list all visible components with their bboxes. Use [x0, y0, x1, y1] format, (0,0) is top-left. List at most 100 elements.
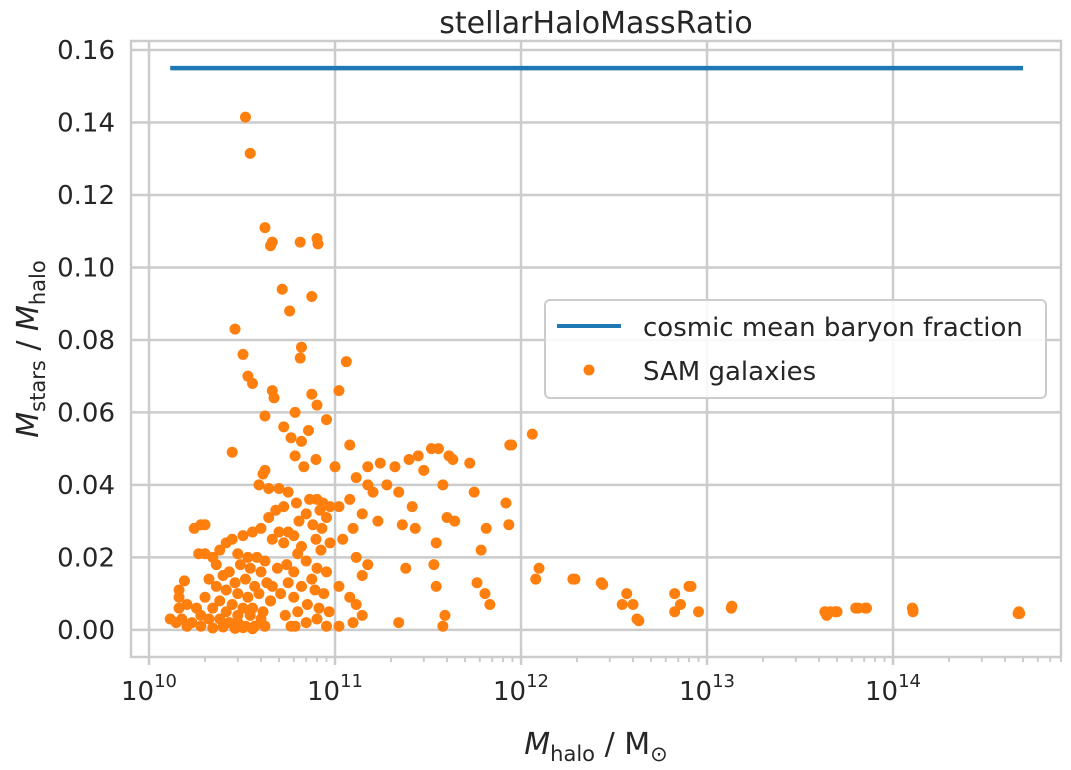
- galaxy-point: [181, 620, 193, 632]
- galaxy-point: [203, 573, 215, 585]
- galaxy-point: [306, 388, 318, 400]
- galaxy-point: [273, 526, 285, 538]
- galaxy-point: [271, 562, 283, 574]
- galaxy-point: [278, 421, 290, 433]
- galaxy-point: [270, 504, 282, 516]
- galaxy-point: [406, 501, 418, 513]
- x-tick-label: 1010: [121, 671, 177, 707]
- galaxy-point: [164, 613, 176, 625]
- galaxy-point: [685, 580, 697, 592]
- galaxy-point: [344, 439, 356, 451]
- galaxy-point: [278, 537, 290, 549]
- galaxy-point: [293, 515, 305, 527]
- galaxy-point: [275, 588, 287, 600]
- galaxy-point: [306, 290, 318, 302]
- y-axis-label-sub2: halo: [26, 260, 50, 305]
- galaxy-point: [255, 566, 267, 578]
- galaxy-point: [333, 620, 345, 632]
- legend: cosmic mean baryon fraction SAM galaxies: [544, 299, 1047, 399]
- x-tick-label: 1014: [865, 671, 921, 707]
- x-axis-label-sun: ⊙: [650, 742, 668, 766]
- galaxy-point: [393, 617, 405, 629]
- galaxy-point: [437, 479, 449, 491]
- galaxy-point: [484, 598, 496, 610]
- galaxy-point: [281, 559, 293, 571]
- y-tick-label: 0.16: [57, 36, 115, 66]
- galaxy-point: [311, 562, 323, 574]
- galaxy-point: [259, 555, 271, 567]
- galaxy-point: [306, 573, 318, 585]
- galaxy-point: [285, 620, 297, 632]
- x-tick-label: 1011: [307, 671, 363, 707]
- galaxy-point: [362, 559, 374, 571]
- galaxy-point: [294, 236, 306, 248]
- galaxy-point: [350, 598, 362, 610]
- galaxy-point: [300, 555, 312, 567]
- galaxy-point: [263, 483, 275, 495]
- galaxy-point: [428, 559, 440, 571]
- galaxy-point: [347, 617, 359, 629]
- galaxy-point: [266, 533, 278, 545]
- galaxy-point: [409, 522, 421, 534]
- galaxy-point: [321, 414, 333, 426]
- galaxy-point: [207, 622, 219, 634]
- galaxy-point: [229, 622, 241, 634]
- galaxy-point: [310, 533, 322, 545]
- galaxy-point: [210, 580, 222, 592]
- galaxy-point: [530, 573, 542, 585]
- galaxy-point: [257, 468, 269, 480]
- galaxy-point: [381, 479, 393, 491]
- galaxy-point: [203, 613, 215, 625]
- galaxy-point: [259, 222, 271, 234]
- y-tick-label: 0.02: [57, 543, 115, 573]
- galaxy-point: [367, 486, 379, 498]
- galaxy-point: [242, 551, 254, 563]
- galaxy-point: [220, 537, 232, 549]
- x-axis-label-main: M: [524, 727, 550, 762]
- galaxy-point: [526, 428, 538, 440]
- legend-label-line: cosmic mean baryon fraction: [643, 313, 1023, 343]
- galaxy-point: [621, 588, 633, 600]
- galaxy-point: [403, 454, 415, 466]
- galaxy-point: [311, 613, 323, 625]
- galaxy-point: [229, 323, 241, 335]
- galaxy-point: [263, 511, 275, 523]
- galaxy-point: [329, 461, 341, 473]
- galaxy-point: [302, 425, 314, 437]
- galaxy-point: [468, 486, 480, 498]
- galaxy-point: [432, 443, 444, 455]
- galaxy-point: [300, 508, 312, 520]
- galaxy-point: [321, 620, 333, 632]
- galaxy-point: [1013, 606, 1025, 618]
- galaxy-point: [500, 497, 512, 509]
- y-tick-label: 0.10: [57, 253, 115, 283]
- galaxy-point: [418, 464, 430, 476]
- galaxy-point: [569, 573, 581, 585]
- galaxy-point: [261, 577, 273, 589]
- galaxy-point: [337, 533, 349, 545]
- galaxy-point: [226, 446, 238, 458]
- x-tick-label: 1013: [679, 671, 735, 707]
- galaxy-point: [396, 519, 408, 531]
- galaxy-point: [239, 111, 251, 123]
- galaxy-point: [294, 352, 306, 364]
- galaxy-point: [290, 497, 302, 509]
- galaxy-point: [310, 454, 322, 466]
- galaxy-point: [246, 526, 258, 538]
- galaxy-point: [207, 602, 219, 614]
- galaxy-point: [220, 584, 232, 596]
- galaxy-point: [633, 615, 645, 627]
- galaxy-point: [356, 609, 368, 621]
- galaxy-point: [244, 562, 256, 574]
- galaxy-point: [314, 504, 326, 516]
- galaxy-point: [533, 562, 545, 574]
- galaxy-point: [214, 544, 226, 556]
- y-tick-label: 0.08: [57, 326, 115, 356]
- galaxy-point: [374, 457, 386, 469]
- galaxy-point: [464, 457, 476, 469]
- galaxy-point: [471, 577, 483, 589]
- galaxy-point: [333, 385, 345, 397]
- axis-ticks: 0.00 0.02 0.04 0.06 0.08 0.10 0.12 0.14 0.16 1010…: [57, 36, 1062, 707]
- galaxy-point: [389, 461, 401, 473]
